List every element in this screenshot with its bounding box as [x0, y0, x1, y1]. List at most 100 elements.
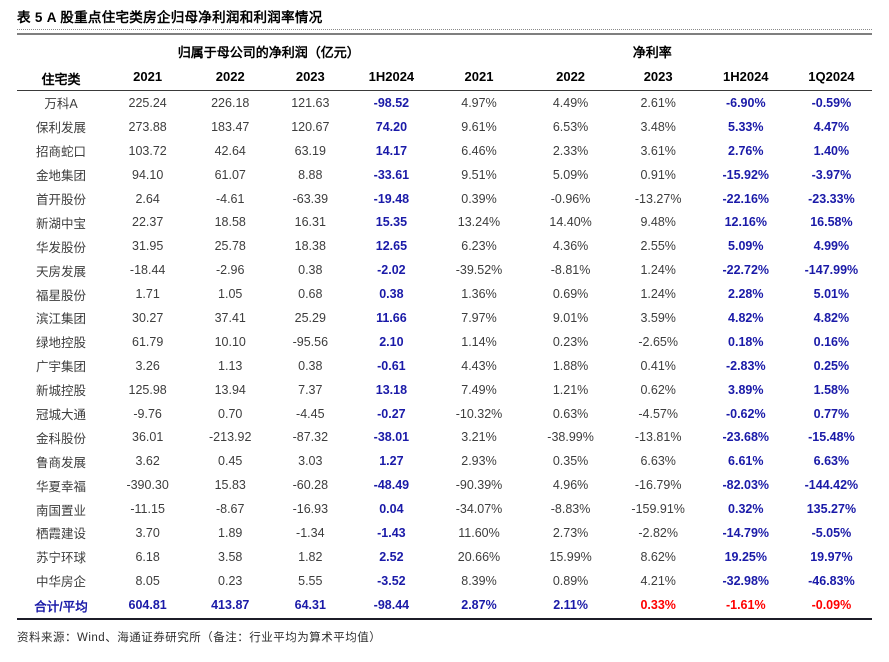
value-cell: -15.92%: [722, 167, 770, 182]
value-cell: 18.38: [294, 239, 326, 254]
value-cell: 15.99%: [549, 549, 592, 564]
value-cell: 0.39%: [461, 191, 497, 206]
value-cell: 4.99%: [813, 239, 850, 254]
value-cell: -8.67: [215, 502, 245, 517]
report-page: 表 5 A 股重点住宅类房企归母净利润和利润率情况 住宅类 归属于母公司的净利润…: [17, 10, 872, 644]
value-cell: 14.40%: [549, 215, 592, 230]
value-cell: -390.30: [126, 478, 169, 493]
value-cell: -0.96%: [550, 191, 591, 206]
value-cell: 0.89%: [552, 573, 589, 588]
year-header: 1H2024: [700, 63, 791, 91]
profit-margin-table: 住宅类 归属于母公司的净利润（亿元） 净利率 2021 2022 2023 1H…: [17, 36, 872, 620]
value-cell: 13.94: [214, 382, 246, 397]
value-cell: 183.47: [211, 119, 250, 134]
value-cell: 0.38: [298, 263, 323, 278]
table-row: 天房发展 -18.44 -2.96 0.38 -2.02 -39.52% -8.81% 1.2…: [17, 258, 872, 282]
value-cell: 1.89: [218, 525, 243, 540]
value-cell: 1.24%: [640, 263, 676, 278]
company-name: 华发股份: [36, 240, 87, 255]
value-cell: 3.21%: [461, 430, 497, 445]
table-header: 住宅类 归属于母公司的净利润（亿元） 净利率 2021 2022 2023 1H…: [17, 36, 872, 91]
value-cell: 9.51%: [461, 167, 497, 182]
value-cell: -5.05%: [811, 525, 852, 540]
value-cell: 16.31: [294, 215, 326, 230]
year-header: 2023: [615, 63, 701, 91]
value-cell: -95.56: [292, 334, 329, 349]
company-name: 金地集团: [36, 169, 87, 184]
value-cell: 273.88: [128, 119, 167, 134]
value-cell: 11.60%: [458, 525, 500, 540]
table-row: 招商蛇口 103.72 42.64 63.19 14.17 6.46% 2.33% 3.61%…: [17, 139, 872, 163]
value-cell: 9.01%: [552, 310, 589, 325]
value-cell: 4.49%: [552, 95, 589, 110]
value-cell: -0.61: [377, 358, 406, 373]
company-name: 金科股份: [36, 431, 87, 446]
table-row: 栖霞建设 3.70 1.89 -1.34 -1.43 11.60% 2.73% -2.82% -…: [17, 521, 872, 545]
value-cell: -33.61: [373, 167, 410, 182]
value-cell: 2.10: [379, 334, 404, 349]
value-cell: -4.57%: [638, 406, 678, 421]
value-cell: -39.52%: [455, 263, 503, 278]
year-header: 2021: [432, 63, 526, 91]
value-cell: -0.27: [377, 406, 406, 421]
table-row: 中华房企 8.05 0.23 5.55 -3.52 8.39% 0.89% 4.21% -32.…: [17, 569, 872, 593]
company-name: 鲁商发展: [36, 455, 87, 470]
value-cell: -22.72%: [722, 263, 770, 278]
table-row: 金地集团 94.10 61.07 8.88 -33.61 9.51% 5.09% 0.91% -…: [17, 163, 872, 187]
value-cell: 0.91%: [640, 167, 676, 182]
value-cell: 2.52: [379, 549, 404, 564]
value-cell: 3.48%: [640, 119, 676, 134]
table-row: 苏宁环球 6.18 3.58 1.82 2.52 20.66% 15.99% 8.62% 19.…: [17, 545, 872, 569]
table-row: 万科A 225.24 226.18 121.63 -98.52 4.97% 4.49% 2.6…: [17, 91, 872, 115]
value-cell: 6.61%: [728, 454, 764, 469]
value-cell: -23.33%: [808, 191, 855, 206]
table-row: 华发股份 31.95 25.78 18.38 12.65 6.23% 4.36% 2.55% 5…: [17, 234, 872, 258]
value-cell: 36.01: [132, 430, 164, 445]
value-cell: 13.24%: [457, 215, 501, 230]
value-cell: 3.58: [218, 549, 243, 564]
total-value-cell: -0.09%: [811, 598, 852, 613]
value-cell: -2.83%: [725, 358, 766, 373]
value-cell: -2.65%: [638, 334, 678, 349]
value-cell: 2.76%: [728, 143, 764, 158]
value-cell: 3.59%: [640, 310, 676, 325]
value-cell: 2.64: [135, 191, 160, 206]
company-name: 滨江集团: [36, 312, 87, 327]
value-cell: 0.32%: [728, 502, 764, 517]
value-cell: 8.39%: [461, 573, 497, 588]
value-cell: 7.97%: [461, 310, 497, 325]
value-cell: 94.10: [132, 167, 164, 182]
value-cell: 6.63%: [640, 454, 676, 469]
value-cell: 0.68: [298, 287, 323, 302]
company-name: 冠城大通: [36, 408, 87, 423]
total-value-cell: -98.44: [373, 598, 410, 613]
value-cell: 37.41: [214, 310, 246, 325]
col-header-residential: 住宅类: [17, 36, 106, 91]
table-title: 表 5 A 股重点住宅类房企归母净利润和利润率情况: [17, 10, 323, 25]
value-cell: -2.02: [377, 263, 406, 278]
year-header: 2021: [105, 63, 191, 91]
value-cell: 15.83: [214, 478, 246, 493]
value-cell: 225.24: [128, 95, 167, 110]
value-cell: 1.58%: [813, 382, 850, 397]
value-cell: 9.61%: [461, 119, 497, 134]
total-row: 合计/平均 604.81 413.87 64.31 -98.44 2.87% 2.11% 0.…: [17, 593, 872, 619]
table-row: 广宇集团 3.26 1.13 0.38 -0.61 4.43% 1.88% 0.41% -2.8…: [17, 354, 872, 378]
company-name: 绿地控股: [36, 336, 87, 351]
value-cell: -0.59%: [811, 95, 852, 110]
value-cell: -9.76: [133, 406, 162, 421]
company-name: 栖霞建设: [36, 527, 87, 542]
value-cell: 2.55%: [640, 239, 676, 254]
value-cell: -16.93: [292, 502, 329, 517]
value-cell: 1.40%: [813, 143, 850, 158]
table-row: 福星股份 1.71 1.05 0.68 0.38 1.36% 0.69% 1.24% 2.28%…: [17, 282, 872, 306]
year-header-row: 2021 2022 2023 1H2024 2021 2022 2023 1H2…: [17, 63, 872, 91]
value-cell: -1.34: [296, 525, 325, 540]
value-cell: 25.78: [214, 239, 246, 254]
value-cell: 19.97%: [810, 549, 853, 564]
total-value-cell: 64.31: [294, 598, 326, 613]
company-name: 广宇集团: [36, 360, 87, 375]
table-row: 保利发展 273.88 183.47 120.67 74.20 9.61% 6.53% 3.4…: [17, 115, 872, 139]
value-cell: 31.95: [132, 239, 164, 254]
value-cell: -63.39: [292, 191, 329, 206]
